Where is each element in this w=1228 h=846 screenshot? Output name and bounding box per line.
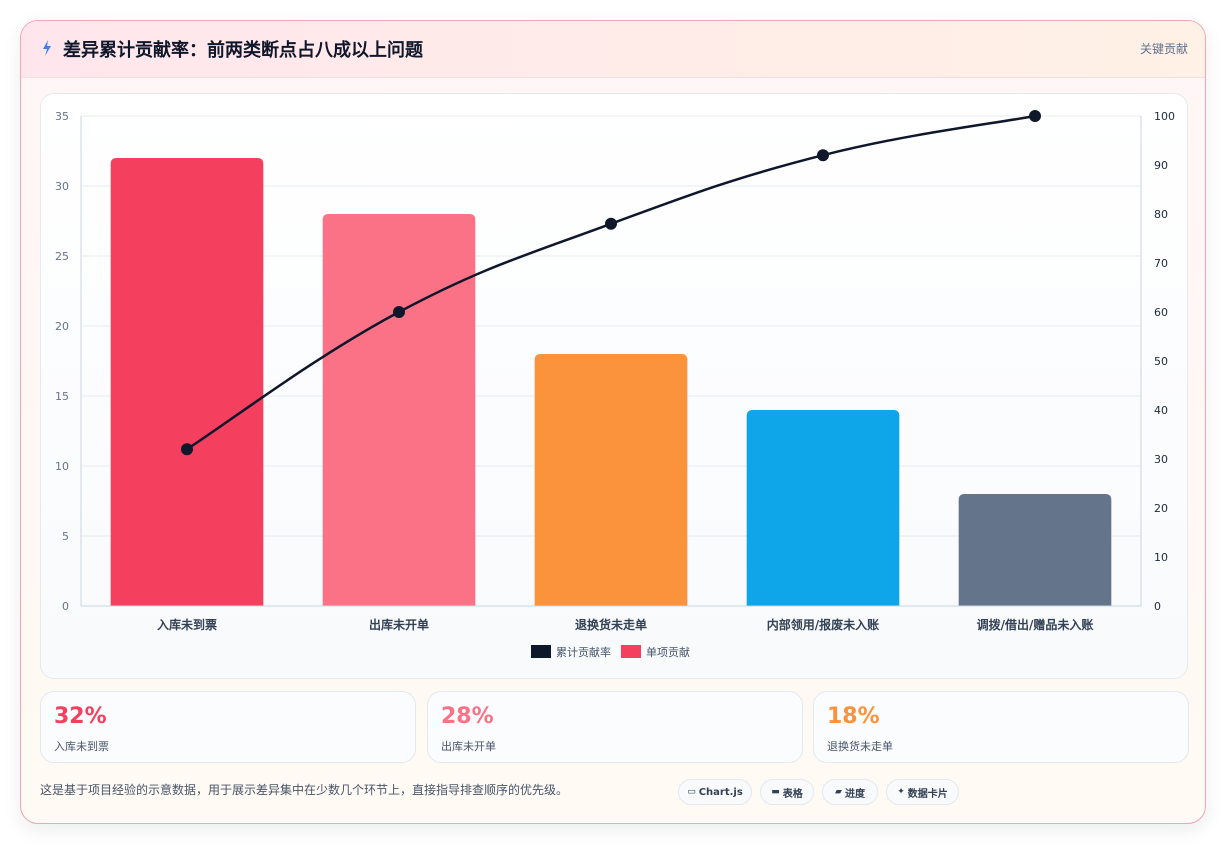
- stat-value: 18%: [827, 704, 880, 729]
- stat-label: 出库未开单: [441, 740, 496, 753]
- progress-icon: ▰: [835, 787, 842, 797]
- stat-card: 28% 出库未开单: [427, 691, 803, 763]
- y-left-tick-label: 35: [55, 110, 69, 123]
- table-icon: ▬: [771, 787, 780, 797]
- y-left-tick-label: 10: [55, 460, 69, 473]
- legend-label: 累计贡献率: [556, 645, 611, 659]
- pill-label: Chart.js: [698, 786, 743, 798]
- y-left-tick-label: 20: [55, 320, 69, 333]
- page-title: 差异累计贡献率：前两类断点占八成以上问题: [63, 40, 423, 61]
- legend-label: 单项贡献: [646, 645, 690, 659]
- header-tag: 关键贡献: [1139, 42, 1188, 56]
- x-tick-label: 出库未开单: [369, 617, 429, 632]
- chartjs-pill[interactable]: ▭ Chart.js: [678, 779, 752, 805]
- report-card: 差异累计贡献率：前两类断点占八成以上问题 关键贡献 0 5 10 15 20 25 30 35…: [20, 20, 1206, 824]
- cumulative-point: [817, 149, 829, 162]
- pill-label: 表格: [782, 788, 803, 800]
- stat-label: 入库未到票: [54, 740, 109, 753]
- x-tick-label: 退换货未走单: [575, 617, 647, 632]
- data-card-pill[interactable]: ✦ 数据卡片: [886, 779, 959, 805]
- sparkle-icon: ✦: [897, 787, 905, 797]
- y-right-tick-label: 20: [1154, 502, 1168, 515]
- stat-value: 28%: [441, 704, 494, 729]
- bar: [746, 410, 900, 606]
- pill-label: 进度: [844, 788, 865, 800]
- stat-card: 32% 入库未到票: [40, 691, 416, 763]
- y-left-tick-label: 30: [55, 180, 69, 193]
- cumulative-point: [181, 443, 193, 456]
- x-tick-label: 调拨/借出/赠品未入账: [977, 617, 1094, 632]
- cumulative-point: [605, 217, 617, 230]
- y-right-tick-label: 30: [1154, 453, 1168, 466]
- y-left-tick-label: 25: [55, 250, 69, 263]
- y-right-tick-label: 60: [1154, 306, 1168, 319]
- stat-card: 18% 退换货未走单: [813, 691, 1189, 763]
- cumulative-point: [393, 306, 405, 318]
- axis-layer: 0 5 10 15 20 25 30 35 0 10 20 30 40 50 60 70 80 90 100 入库未到…: [55, 110, 1175, 632]
- chart-panel: 0 5 10 15 20 25 30 35 0 10 20 30 40 50 60 70 80 90 100 入库未到…: [40, 93, 1188, 679]
- pareto-chart: 0 5 10 15 20 25 30 35 0 10 20 30 40 50 60 70 80 90 100 入库未到…: [55, 110, 1175, 659]
- progress-pill[interactable]: ▰ 进度: [822, 779, 878, 805]
- line-layer: [181, 110, 1041, 456]
- chart-icon: ▭: [687, 787, 696, 797]
- bar: [958, 494, 1112, 606]
- y-right-tick-label: 50: [1154, 355, 1168, 368]
- footnote: 这是基于项目经验的示意数据，用于展示差异集中在少数几个环节上，直接指导排查顺序的…: [40, 783, 569, 797]
- bar: [110, 158, 264, 606]
- lightning-bolt-icon: [43, 40, 51, 56]
- y-right-tick-label: 10: [1154, 551, 1168, 564]
- pill-label: 数据卡片: [907, 788, 948, 800]
- y-left-tick-label: 0: [62, 600, 69, 613]
- legend-swatch: [621, 645, 641, 658]
- bar: [534, 354, 688, 606]
- y-right-tick-label: 0: [1154, 600, 1161, 613]
- y-left-tick-label: 5: [62, 530, 69, 543]
- cumulative-point: [1029, 110, 1041, 122]
- x-tick-label: 入库未到票: [157, 617, 217, 632]
- y-right-tick-label: 80: [1154, 208, 1168, 221]
- bars-layer: [110, 158, 1112, 606]
- y-left-tick-label: 15: [55, 390, 69, 403]
- legend-swatch: [531, 645, 551, 658]
- stat-value: 32%: [54, 704, 107, 729]
- y-right-tick-label: 70: [1154, 257, 1168, 270]
- y-right-tick-label: 40: [1154, 404, 1168, 417]
- y-right-tick-label: 100: [1154, 110, 1175, 123]
- stat-label: 退换货未走单: [827, 740, 893, 753]
- table-pill[interactable]: ▬ 表格: [760, 779, 814, 805]
- x-tick-label: 内部领用/报废未入账: [767, 617, 879, 632]
- bar: [322, 214, 476, 606]
- card-header: 差异累计贡献率：前两类断点占八成以上问题 关键贡献: [21, 21, 1205, 78]
- y-right-tick-label: 90: [1154, 159, 1168, 172]
- legend-layer: 累计贡献率 单项贡献: [531, 645, 690, 659]
